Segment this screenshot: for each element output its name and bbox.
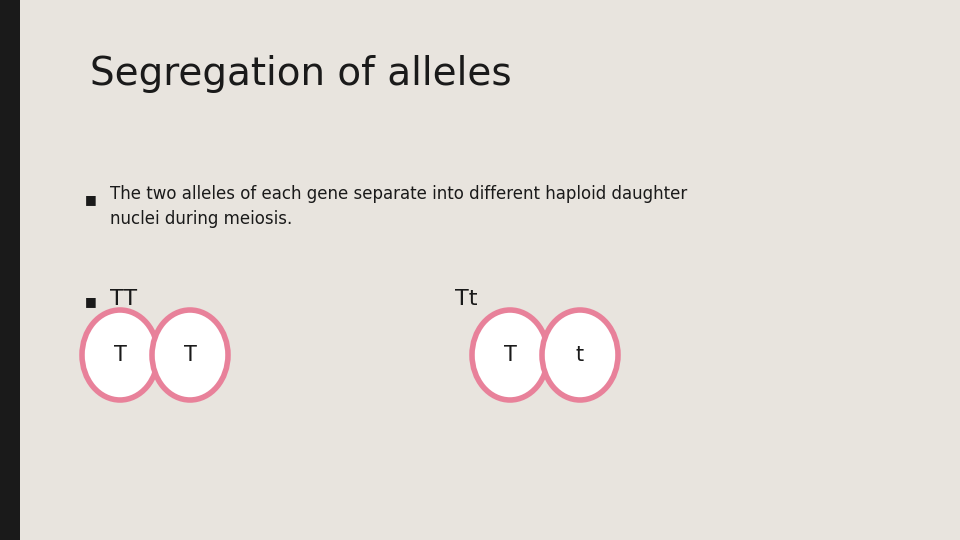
- Ellipse shape: [472, 310, 548, 400]
- Text: T: T: [504, 345, 516, 365]
- Text: Tt: Tt: [455, 289, 477, 309]
- Text: T: T: [113, 345, 127, 365]
- Ellipse shape: [82, 310, 158, 400]
- Text: TT: TT: [110, 289, 137, 309]
- Text: ■: ■: [85, 295, 97, 308]
- Ellipse shape: [152, 310, 228, 400]
- Text: T: T: [183, 345, 197, 365]
- Text: Segregation of alleles: Segregation of alleles: [90, 55, 512, 93]
- Bar: [0, 0, 20, 540]
- Text: The two alleles of each gene separate into different haploid daughter
nuclei dur: The two alleles of each gene separate in…: [110, 185, 687, 228]
- Text: ■: ■: [85, 193, 97, 206]
- Ellipse shape: [542, 310, 618, 400]
- Text: t: t: [576, 345, 584, 365]
